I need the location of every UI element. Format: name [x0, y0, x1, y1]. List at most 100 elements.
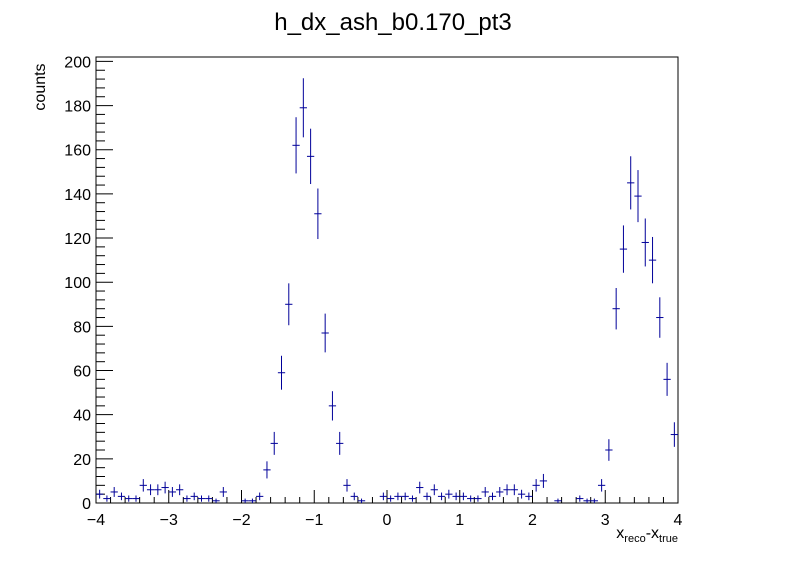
data-point [387, 495, 395, 502]
data-point [110, 487, 118, 497]
data-point [96, 489, 104, 499]
data-point [197, 495, 206, 502]
data-point [437, 492, 446, 501]
data-point [408, 495, 417, 502]
x-tick-label: 3 [601, 512, 610, 529]
data-point [263, 461, 271, 479]
data-point [306, 128, 315, 185]
data-point [321, 313, 329, 353]
x-tick-label: 4 [674, 512, 683, 529]
data-point [619, 225, 628, 273]
plot-frame [95, 56, 679, 504]
x-tick-label: 2 [528, 512, 537, 529]
data-point [503, 484, 511, 496]
data-point [445, 489, 453, 499]
y-tick-label: 0 [82, 496, 91, 513]
y-tick-label: 160 [64, 143, 91, 160]
data-point [328, 391, 337, 421]
data-point [219, 487, 227, 497]
x-tick-label: −2 [232, 512, 250, 529]
data-point [401, 492, 409, 501]
data-point [248, 498, 257, 503]
x-axis: −4 −3 −2 −1 0 1 2 3 4 [87, 490, 683, 529]
y-tick-label: 20 [73, 452, 91, 469]
x-tick-label: 1 [455, 512, 464, 529]
data-point [205, 495, 213, 502]
y-tick-label: 40 [73, 408, 91, 425]
data-point [488, 492, 497, 501]
y-tick-label: 140 [64, 187, 91, 204]
y-tick-label: 60 [73, 364, 91, 381]
data-point [277, 355, 286, 390]
data-point [285, 283, 293, 326]
data-point [125, 495, 133, 502]
x-label-main2: x [651, 525, 659, 542]
data-point [292, 117, 300, 174]
x-tick-label: −1 [305, 512, 323, 529]
data-point [648, 236, 657, 284]
data-point [590, 498, 598, 503]
data-point [612, 287, 620, 330]
data-point [576, 495, 584, 502]
y-tick-label: 200 [64, 54, 91, 71]
data-point [379, 492, 387, 501]
data-point [496, 487, 504, 497]
data-point [190, 492, 198, 501]
y-tick-label: 120 [64, 231, 91, 248]
data-point [154, 484, 162, 496]
data-point [430, 484, 438, 496]
data-point [168, 487, 177, 497]
data-point [517, 489, 526, 499]
data-points [96, 78, 678, 503]
y-axis: 0 20 40 60 80 100 120 140 160 180 200 [64, 54, 113, 513]
data-point [299, 78, 307, 138]
data-point [139, 479, 147, 492]
x-tick-label: −4 [87, 512, 105, 529]
data-point [394, 492, 402, 501]
data-point [350, 492, 358, 501]
data-point [212, 498, 220, 503]
data-point [452, 492, 460, 501]
y-axis-label: counts [32, 63, 49, 110]
data-point [117, 492, 126, 501]
data-point [597, 479, 606, 492]
data-point [270, 431, 278, 455]
data-point [532, 479, 540, 492]
data-point [132, 495, 140, 502]
data-point [539, 473, 548, 488]
data-point [343, 479, 351, 492]
data-point [641, 218, 649, 267]
data-point [525, 492, 533, 501]
data-point [161, 481, 169, 494]
data-point [656, 297, 664, 338]
y-tick-label: 180 [64, 99, 91, 116]
data-point [627, 156, 635, 210]
data-point [336, 431, 344, 455]
data-point [241, 498, 249, 503]
data-point [634, 170, 642, 223]
data-point [314, 188, 322, 240]
x-label-main1: x [616, 525, 624, 542]
data-point [467, 495, 475, 502]
x-label-sub1: reco [624, 533, 645, 545]
x-axis-label: xreco-xtrue [616, 525, 678, 545]
x-label-sub2: true [659, 533, 678, 545]
x-tick-label: 0 [383, 512, 392, 529]
data-point [256, 492, 264, 501]
data-point [474, 495, 482, 502]
y-tick-label: 80 [73, 319, 91, 336]
data-point [605, 439, 613, 461]
data-point [481, 487, 489, 497]
data-point [554, 498, 562, 503]
data-point [183, 495, 191, 502]
data-point [416, 481, 424, 494]
data-point [663, 362, 671, 396]
data-point [103, 495, 111, 502]
data-point [670, 422, 678, 447]
x-tick-label: −3 [160, 512, 178, 529]
data-point [176, 484, 184, 496]
x-label-dash: - [646, 525, 651, 542]
chart-title: h_dx_ash_b0.170_pt3 [274, 9, 512, 36]
data-point [146, 484, 155, 496]
